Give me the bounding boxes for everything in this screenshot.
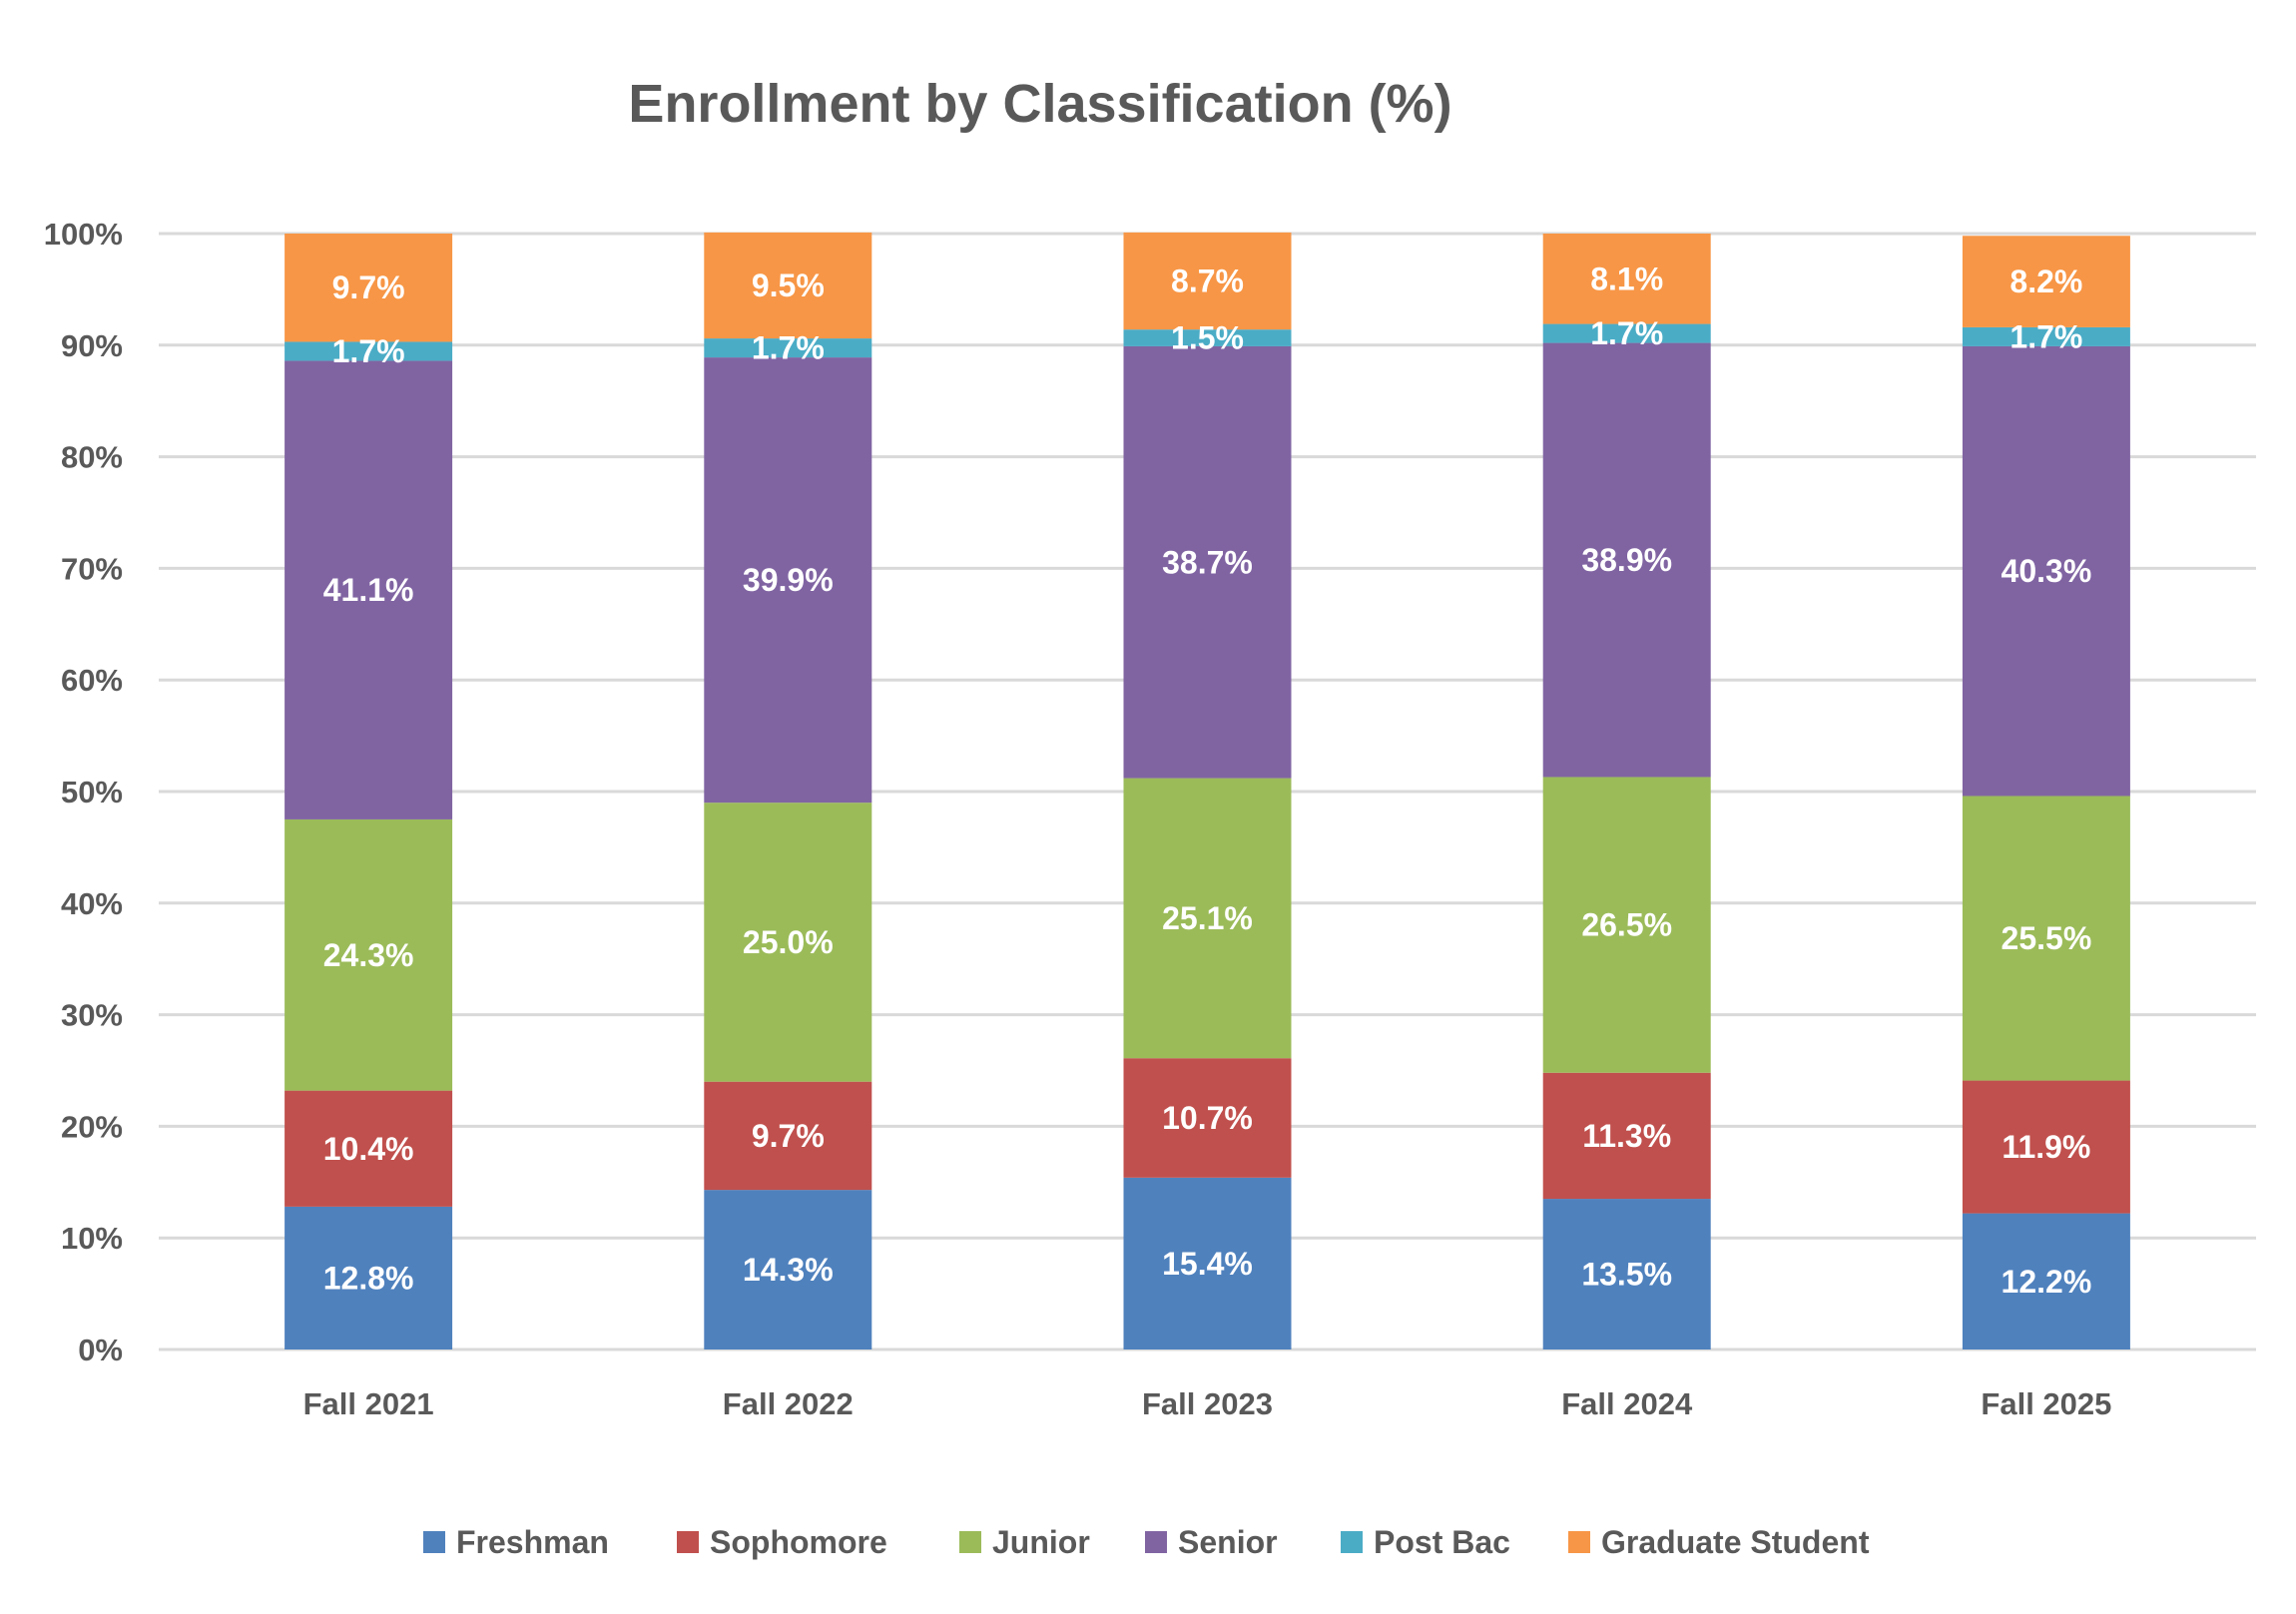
- legend-swatch: [423, 1531, 445, 1553]
- y-tick-label: 40%: [61, 886, 123, 921]
- data-label: 9.5%: [752, 268, 825, 303]
- legend-label: Post Bac: [1374, 1524, 1510, 1560]
- bar-segment: [285, 234, 453, 342]
- legend-swatch: [677, 1531, 699, 1553]
- data-label: 12.8%: [323, 1260, 414, 1296]
- data-label: 1.7%: [752, 330, 825, 366]
- y-tick-label: 20%: [61, 1109, 123, 1144]
- bar-segment: [1542, 1199, 1711, 1349]
- y-tick-label: 30%: [61, 998, 123, 1033]
- bar-segment: [1542, 234, 1711, 324]
- data-label: 1.7%: [1590, 315, 1663, 351]
- legend-label: Freshman: [456, 1524, 609, 1560]
- x-axis-ticks: Fall 2021 Fall 2022 Fall 2023 Fall 2024 Fall…: [303, 1386, 2112, 1421]
- data-label: 8.7%: [1171, 264, 1244, 299]
- data-label: 26.5%: [1581, 907, 1672, 943]
- legend-label: Senior: [1178, 1524, 1278, 1560]
- bars: 12.8% 10.4% 24.3% 41.1% 1.7% 9.7% 14.3% 9.7% 25.…: [285, 232, 2130, 1349]
- data-label: 13.5%: [1581, 1257, 1672, 1293]
- bar-segment: [1123, 778, 1292, 1059]
- data-label: 25.5%: [2002, 920, 2092, 956]
- y-axis-ticks: 0% 10% 20% 30% 40% 50% 60% 70% 80% 90% 100%: [44, 217, 123, 1367]
- bar-segment: [1123, 1177, 1292, 1349]
- y-tick-label: 90%: [61, 328, 123, 363]
- data-label: 1.5%: [1171, 320, 1244, 356]
- legend-swatch: [959, 1531, 981, 1553]
- data-label: 38.9%: [1581, 542, 1672, 578]
- bar-segment: [1962, 796, 2130, 1081]
- data-label: 25.0%: [743, 924, 834, 960]
- bar-segment: [285, 1206, 453, 1349]
- y-tick-label: 80%: [61, 440, 123, 475]
- bar-segment: [1542, 777, 1711, 1073]
- y-tick-label: 70%: [61, 551, 123, 586]
- x-tick-label: Fall 2024: [1561, 1386, 1693, 1421]
- legend-swatch: [1341, 1531, 1363, 1553]
- bar-segment: [285, 818, 453, 1091]
- data-label: 8.1%: [1590, 261, 1663, 296]
- data-label: 10.4%: [323, 1131, 414, 1167]
- legend: Freshman Sophomore Junior Senior Post Bac Gra…: [423, 1524, 1870, 1560]
- x-tick-label: Fall 2021: [303, 1386, 434, 1421]
- bar-segment: [704, 357, 872, 804]
- data-label: 9.7%: [332, 269, 405, 305]
- data-label: 8.2%: [2009, 264, 2082, 299]
- bar-segment: [704, 232, 872, 339]
- x-tick-label: Fall 2022: [723, 1386, 854, 1421]
- data-label: 25.1%: [1162, 900, 1253, 936]
- bar-segment: [704, 803, 872, 1082]
- y-tick-label: 60%: [61, 663, 123, 698]
- y-tick-label: 100%: [44, 217, 123, 252]
- bar-segment: [1962, 1213, 2130, 1349]
- y-tick-label: 10%: [61, 1221, 123, 1256]
- data-label: 38.7%: [1162, 544, 1253, 580]
- legend-swatch: [1568, 1531, 1590, 1553]
- legend-swatch: [1145, 1531, 1167, 1553]
- bar-segment: [704, 1190, 872, 1349]
- data-label: 14.3%: [743, 1252, 834, 1288]
- y-tick-label: 0%: [78, 1333, 123, 1367]
- bar-segment: [1542, 1072, 1711, 1200]
- y-tick-label: 50%: [61, 775, 123, 809]
- data-label: 1.7%: [2009, 318, 2082, 354]
- legend-label: Graduate Student: [1601, 1524, 1870, 1560]
- bar-segment: [1123, 1058, 1292, 1178]
- data-label: 11.9%: [2002, 1129, 2090, 1165]
- data-label: 41.1%: [323, 572, 414, 608]
- x-tick-label: Fall 2025: [1981, 1386, 2111, 1421]
- data-label: 1.7%: [332, 333, 405, 369]
- data-label: 40.3%: [2002, 553, 2092, 589]
- bar-segment: [704, 338, 872, 358]
- bar-segment: [285, 1090, 453, 1207]
- bar-segment: [704, 1081, 872, 1191]
- bar-segment: [1123, 232, 1292, 330]
- bar-segment: [1962, 326, 2130, 346]
- bar-segment: [285, 341, 453, 361]
- bar-segment: [1542, 323, 1711, 343]
- bar-segment: [1962, 1080, 2130, 1214]
- bar-segment: [1123, 345, 1292, 779]
- bar-segment: [1962, 345, 2130, 797]
- legend-label: Sophomore: [710, 1524, 887, 1560]
- data-label: 12.2%: [2002, 1264, 2092, 1300]
- bar-segment: [285, 360, 453, 819]
- data-label: 9.7%: [752, 1118, 825, 1154]
- x-tick-label: Fall 2023: [1142, 1386, 1273, 1421]
- data-label: 39.9%: [743, 562, 834, 598]
- data-label: 10.7%: [1162, 1100, 1253, 1136]
- data-label: 11.3%: [1582, 1118, 1671, 1154]
- bar-segment: [1962, 236, 2130, 327]
- legend-label: Junior: [992, 1524, 1090, 1560]
- bar-segment: [1123, 329, 1292, 346]
- chart-title: Enrollment by Classification (%): [628, 74, 1451, 134]
- data-label: 15.4%: [1162, 1246, 1253, 1282]
- data-label: 24.3%: [323, 937, 414, 973]
- bar-segment: [1542, 342, 1711, 778]
